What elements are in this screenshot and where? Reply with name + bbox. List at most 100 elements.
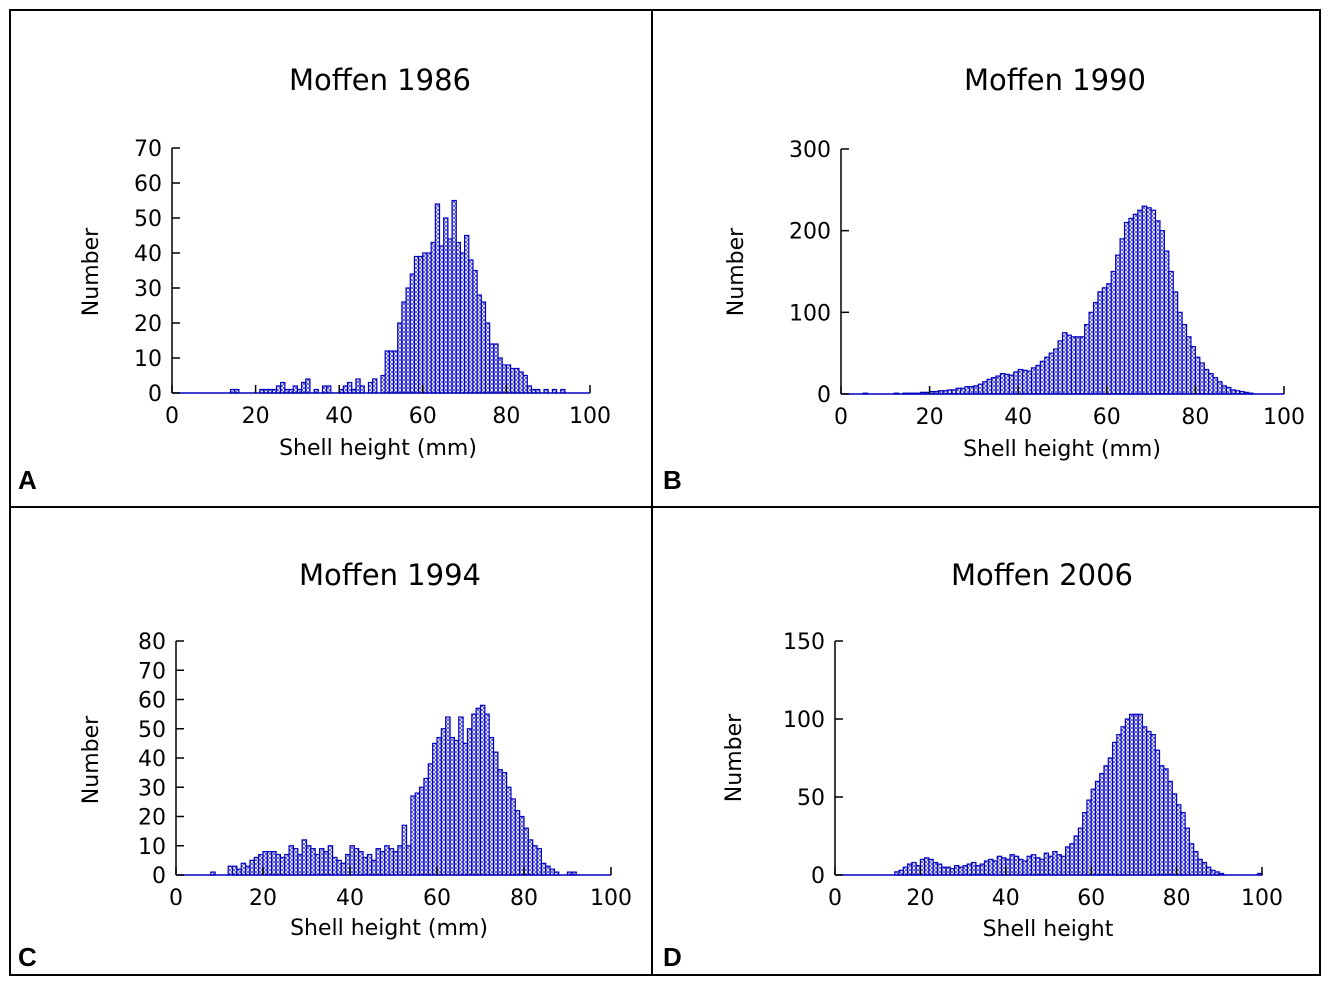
bar (1026, 855, 1033, 876)
bar (292, 385, 299, 394)
x-tick-label: 80 (1181, 405, 1209, 430)
bar (1035, 364, 1041, 395)
bar (414, 792, 421, 876)
bar (1180, 811, 1186, 876)
x-tick-label: 40 (325, 404, 353, 429)
y-tick-label: 0 (152, 864, 166, 889)
y-axis-label: Number (79, 227, 104, 316)
bar (1084, 323, 1090, 395)
y-axis-label: Number (724, 227, 749, 316)
bar (384, 845, 390, 876)
bar (971, 861, 977, 876)
bar (1075, 336, 1081, 395)
x-tick-label: 20 (242, 404, 270, 429)
bar (358, 850, 364, 876)
y-tick-label: 70 (138, 659, 166, 684)
bar (480, 301, 487, 394)
bar (342, 385, 349, 394)
bar (983, 860, 990, 876)
bar (275, 385, 282, 394)
bar (288, 845, 295, 876)
bar (1175, 804, 1182, 876)
bar (1008, 374, 1015, 395)
bar (362, 856, 368, 876)
bar (249, 859, 255, 876)
bar (526, 385, 533, 394)
bar (1039, 858, 1045, 876)
y-tick-label: 0 (817, 383, 831, 408)
bar (1141, 726, 1148, 876)
bar (375, 848, 382, 876)
bar (1013, 855, 1020, 876)
bar (1171, 793, 1178, 876)
bar (401, 301, 407, 394)
bar (966, 863, 973, 876)
bar (1035, 857, 1041, 876)
bar (451, 199, 457, 394)
x-tick-label: 20 (916, 405, 944, 430)
bar (1103, 765, 1109, 876)
bar (1154, 749, 1161, 876)
bar (973, 385, 979, 395)
bar (949, 868, 956, 876)
bar (1092, 301, 1099, 395)
bar (471, 713, 477, 876)
bar (928, 858, 934, 876)
bar (410, 795, 416, 876)
bar (1060, 855, 1067, 876)
x-tick-label: 40 (992, 886, 1020, 911)
bar (484, 713, 490, 876)
bar (1163, 768, 1169, 876)
bar (300, 381, 307, 394)
bar (476, 294, 482, 394)
bar (236, 868, 242, 876)
bar (902, 866, 909, 876)
bar (388, 848, 395, 876)
bar (527, 839, 534, 876)
bar (1159, 230, 1165, 395)
bar (280, 381, 286, 394)
x-tick-label: 20 (906, 886, 934, 911)
bar (1225, 386, 1232, 395)
bar (1026, 370, 1033, 395)
bar (332, 856, 338, 876)
x-tick-label: 60 (1093, 405, 1121, 430)
bar (314, 853, 321, 876)
bar (419, 786, 425, 876)
bar (1188, 843, 1195, 876)
bar (1129, 713, 1135, 876)
bar (1086, 799, 1092, 876)
y-tick-label: 0 (811, 864, 825, 889)
bar (447, 238, 453, 394)
bar (231, 865, 238, 876)
x-tick-label: 0 (165, 404, 179, 429)
bar (327, 845, 334, 876)
x-tick-label: 100 (1241, 886, 1283, 911)
x-tick-label: 0 (828, 886, 842, 911)
bar (1110, 270, 1117, 395)
bar (975, 865, 981, 876)
y-tick-label: 10 (138, 835, 166, 860)
x-tick-label: 0 (834, 405, 848, 430)
bar (953, 865, 960, 876)
x-tick-label: 80 (510, 886, 538, 911)
panel-label: A (18, 465, 37, 495)
bar (906, 863, 913, 876)
x-tick-label: 60 (423, 886, 451, 911)
bar (321, 385, 328, 394)
bar (432, 742, 438, 876)
bar (353, 848, 360, 876)
bar (318, 848, 325, 876)
bar (509, 367, 516, 394)
y-tick-label: 40 (134, 242, 162, 267)
bar (346, 381, 353, 394)
bar (1106, 283, 1112, 395)
bar (1197, 858, 1203, 876)
bar (1099, 772, 1105, 876)
bar (1123, 221, 1130, 395)
y-tick-label: 10 (134, 347, 162, 372)
bar (1053, 348, 1059, 395)
bar (497, 357, 503, 394)
y-axis-label: Number (722, 713, 747, 802)
bar (484, 322, 491, 394)
